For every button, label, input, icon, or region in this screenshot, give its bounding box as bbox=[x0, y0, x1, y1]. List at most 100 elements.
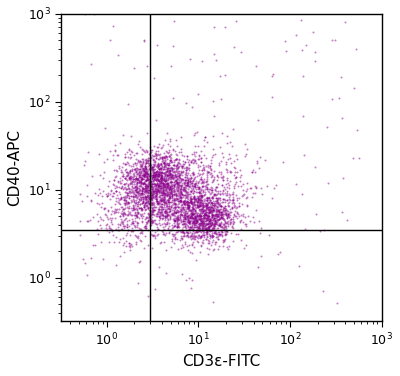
Point bbox=[210, 221, 217, 227]
Point bbox=[154, 144, 160, 150]
Point bbox=[192, 211, 199, 217]
Point bbox=[194, 219, 200, 225]
Point bbox=[210, 206, 216, 212]
Point bbox=[183, 172, 190, 178]
Point bbox=[163, 230, 169, 237]
Point bbox=[203, 229, 209, 235]
Point bbox=[100, 169, 107, 175]
Point bbox=[208, 210, 215, 216]
Point bbox=[166, 197, 172, 203]
Point bbox=[182, 191, 188, 197]
Point bbox=[139, 206, 145, 212]
Point bbox=[182, 213, 189, 219]
Point bbox=[158, 178, 164, 184]
Point bbox=[155, 209, 162, 215]
Point bbox=[174, 173, 180, 179]
Point bbox=[205, 207, 212, 213]
Point bbox=[182, 167, 189, 173]
Point bbox=[154, 165, 161, 171]
Point bbox=[132, 160, 138, 166]
Point bbox=[190, 178, 196, 184]
Point bbox=[156, 173, 162, 179]
Point bbox=[209, 219, 216, 225]
Point bbox=[182, 241, 188, 247]
Point bbox=[144, 220, 151, 226]
Point bbox=[152, 188, 158, 194]
Point bbox=[194, 179, 201, 185]
Point bbox=[189, 277, 196, 283]
Point bbox=[133, 186, 140, 192]
Point bbox=[107, 215, 113, 221]
Point bbox=[169, 174, 176, 180]
Point bbox=[162, 180, 168, 186]
Point bbox=[160, 194, 166, 200]
Point bbox=[128, 241, 134, 247]
Point bbox=[218, 171, 224, 177]
Point bbox=[197, 211, 204, 217]
Point bbox=[129, 187, 135, 193]
Point bbox=[182, 214, 188, 220]
Point bbox=[192, 229, 198, 235]
Point bbox=[156, 163, 162, 169]
Point bbox=[185, 199, 192, 205]
Point bbox=[200, 200, 206, 206]
Point bbox=[214, 231, 221, 237]
Point bbox=[165, 171, 171, 177]
Point bbox=[205, 204, 211, 210]
Point bbox=[145, 195, 151, 201]
Point bbox=[221, 224, 227, 230]
Point bbox=[148, 173, 154, 179]
Point bbox=[212, 218, 218, 224]
Point bbox=[152, 220, 158, 226]
Point bbox=[126, 193, 132, 199]
Point bbox=[125, 208, 131, 214]
Point bbox=[164, 184, 171, 190]
Point bbox=[228, 230, 234, 236]
Point bbox=[145, 157, 152, 163]
Point bbox=[134, 209, 141, 215]
Point bbox=[302, 226, 308, 232]
Point bbox=[199, 239, 205, 245]
Point bbox=[149, 188, 155, 194]
Point bbox=[194, 186, 201, 192]
Point bbox=[192, 157, 198, 163]
Point bbox=[211, 215, 217, 221]
Point bbox=[135, 158, 142, 164]
Point bbox=[192, 222, 198, 228]
Point bbox=[174, 190, 181, 196]
Point bbox=[174, 180, 180, 186]
Point bbox=[131, 173, 138, 179]
Point bbox=[184, 205, 190, 211]
Point bbox=[154, 227, 160, 233]
Point bbox=[84, 218, 91, 224]
Point bbox=[200, 210, 207, 216]
Point bbox=[161, 150, 168, 156]
Point bbox=[169, 173, 176, 179]
Point bbox=[237, 178, 244, 184]
Point bbox=[190, 216, 196, 222]
Point bbox=[151, 173, 157, 179]
Point bbox=[148, 183, 154, 190]
Point bbox=[145, 182, 152, 188]
Point bbox=[162, 182, 168, 188]
Point bbox=[224, 229, 230, 235]
Point bbox=[117, 177, 124, 183]
Point bbox=[143, 157, 149, 163]
Point bbox=[137, 183, 144, 189]
Point bbox=[192, 158, 198, 164]
Point bbox=[131, 65, 138, 71]
Point bbox=[211, 168, 217, 174]
Point bbox=[206, 209, 212, 215]
Point bbox=[229, 200, 236, 206]
Point bbox=[148, 179, 154, 185]
Point bbox=[182, 159, 188, 165]
Point bbox=[132, 183, 138, 189]
Point bbox=[160, 189, 166, 195]
Point bbox=[160, 177, 166, 183]
Point bbox=[144, 200, 151, 206]
Point bbox=[150, 170, 156, 176]
Point bbox=[188, 199, 194, 205]
Point bbox=[174, 213, 181, 219]
Point bbox=[234, 156, 240, 162]
Point bbox=[206, 223, 212, 229]
